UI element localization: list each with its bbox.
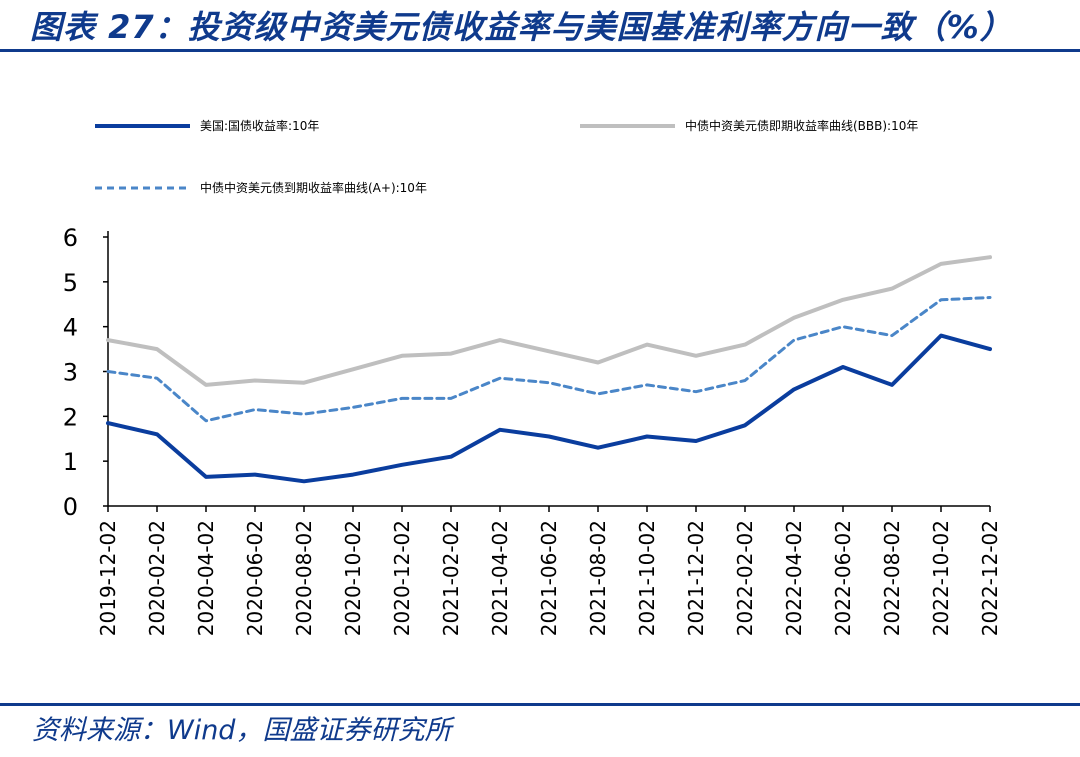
x-tick-label: 2020-12-02 (390, 520, 414, 636)
series-line-a-plus (106, 296, 992, 423)
x-tick-label: 2021-02-02 (439, 520, 463, 636)
x-tick-label: 2020-02-02 (145, 520, 169, 636)
x-tick-label: 2022-10-02 (929, 520, 953, 636)
x-tick-label: 2020-08-02 (292, 520, 316, 636)
y-tick-label: 3 (63, 359, 78, 387)
x-tick-label: 2022-08-02 (880, 520, 904, 636)
source-note: 资料来源：Wind，国盛证券研究所 (32, 715, 452, 746)
x-tick-label: 2021-06-02 (537, 520, 561, 636)
title-rule (0, 49, 1080, 52)
x-tick-label: 2021-10-02 (635, 520, 659, 636)
x-tick-label: 2021-08-02 (586, 520, 610, 636)
legend: 美国:国债收益率:10年 中债中资美元债即期收益率曲线(BBB):10年 中债中… (95, 118, 918, 195)
x-tick-label: 2019-12-02 (96, 520, 120, 636)
series-layer (106, 255, 992, 484)
x-tick-label: 2022-02-02 (733, 520, 757, 636)
y-tick-label: 1 (63, 448, 78, 476)
legend-label-treasury: 美国:国债收益率:10年 (200, 118, 319, 133)
chart: 美国:国债收益率:10年 中债中资美元债即期收益率曲线(BBB):10年 中债中… (63, 118, 1002, 636)
x-tick-label: 2022-04-02 (782, 520, 806, 636)
series-line-treasury (106, 333, 992, 484)
y-tick-label: 0 (63, 493, 78, 521)
axes: 0 1 2 3 4 5 6 2019-12-02 2020-02-02 2020-04-02 202… (63, 224, 1002, 636)
source-rule (0, 703, 1080, 706)
y-tick-label: 4 (63, 314, 78, 342)
legend-label-bbb: 中债中资美元债即期收益率曲线(BBB):10年 (685, 118, 918, 133)
x-tick-label: 2021-04-02 (488, 520, 512, 636)
x-tick-label: 2022-06-02 (831, 520, 855, 636)
x-tick-label: 2020-04-02 (194, 520, 218, 636)
y-tick-label: 5 (63, 269, 78, 297)
y-tick-label: 6 (63, 224, 78, 252)
legend-label-a-plus: 中债中资美元债到期收益率曲线(A+):10年 (200, 180, 427, 195)
chart-title: 图表 27：投资级中资美元债收益率与美国基准利率方向一致（%） (30, 8, 1013, 46)
x-tick-label: 2020-06-02 (243, 520, 267, 636)
x-tick-label: 2021-12-02 (684, 520, 708, 636)
x-tick-label: 2020-10-02 (341, 520, 365, 636)
y-tick-label: 2 (63, 403, 78, 431)
x-tick-label: 2022-12-02 (978, 520, 1002, 636)
series-line-bbb (106, 255, 992, 387)
